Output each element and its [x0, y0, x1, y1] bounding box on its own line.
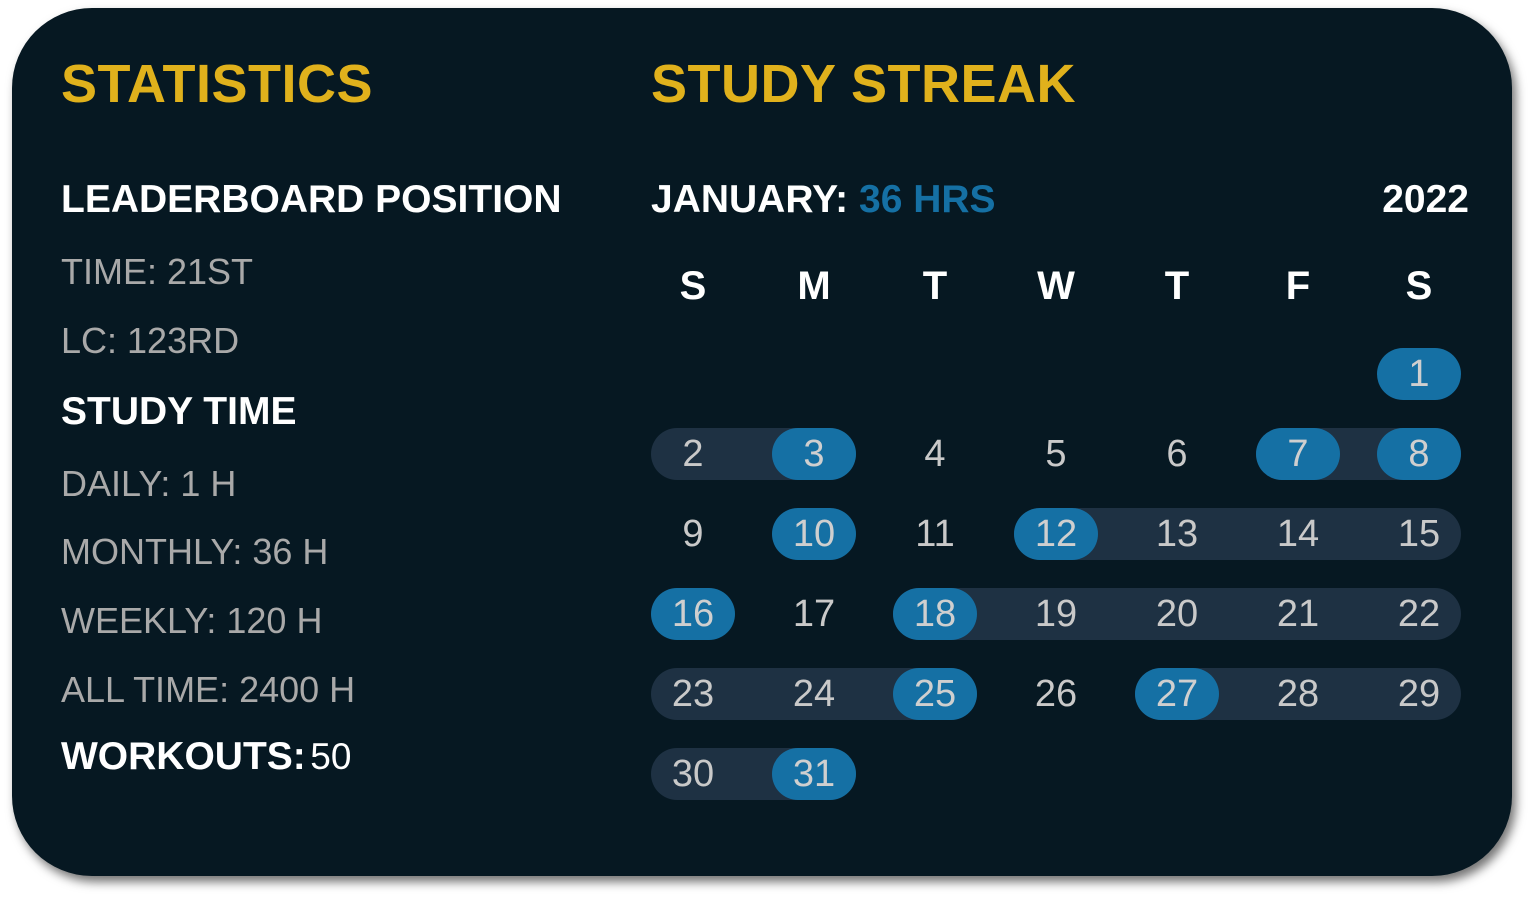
studied-day-highlight — [772, 508, 856, 560]
calendar-day[interactable]: 29 — [1397, 673, 1441, 715]
calendar-day[interactable]: 16 — [671, 593, 715, 635]
calendar-day[interactable]: 7 — [1287, 433, 1309, 475]
calendar-day[interactable]: 12 — [1034, 513, 1078, 555]
calendar-day[interactable]: 26 — [1034, 673, 1078, 715]
study-time-heading: STUDY TIME — [61, 390, 297, 433]
calendar-day[interactable]: 4 — [924, 433, 946, 475]
month-header: JANUARY: 36 HRS — [651, 170, 996, 230]
weekday-header: T — [922, 264, 948, 308]
leaderboard-time: TIME: 21ST — [61, 251, 254, 292]
studied-day-highlight — [1256, 428, 1340, 480]
calendar-day[interactable]: 8 — [1408, 433, 1430, 475]
leaderboard-lc: LC: 123RD — [61, 320, 240, 361]
studied-day-highlight — [1377, 428, 1461, 480]
month-label: JANUARY: — [651, 178, 849, 221]
weekday-header: S — [679, 264, 707, 308]
study-time-daily: DAILY: 1 H — [61, 463, 237, 504]
calendar-day[interactable]: 30 — [671, 753, 715, 795]
calendar-day[interactable]: 3 — [803, 433, 825, 475]
calendar-day[interactable]: 20 — [1155, 593, 1199, 635]
workouts-label: WORKOUTS: — [61, 735, 306, 778]
study-streak-title: STUDY STREAK — [651, 54, 1077, 114]
calendar-day[interactable]: 28 — [1276, 673, 1320, 715]
streak-band — [893, 588, 1461, 640]
calendar-day[interactable]: 5 — [1045, 433, 1067, 475]
weekday-header: F — [1285, 264, 1311, 308]
calendar-day[interactable]: 11 — [915, 513, 955, 555]
year-label: 2022 — [1382, 178, 1469, 221]
calendar-day[interactable]: 10 — [792, 513, 836, 555]
calendar-day[interactable]: 13 — [1155, 513, 1199, 555]
calendar-day[interactable]: 6 — [1166, 433, 1188, 475]
calendar-day[interactable]: 25 — [913, 673, 957, 715]
calendar-day[interactable]: 18 — [913, 593, 957, 635]
calendar-day[interactable]: 22 — [1397, 593, 1441, 635]
studied-day-highlight — [893, 588, 977, 640]
month-hours: 36 HRS — [859, 178, 996, 221]
studied-day-highlight — [1377, 348, 1461, 400]
calendar-day[interactable]: 27 — [1155, 673, 1199, 715]
studied-day-highlight — [893, 668, 977, 720]
calendar-day[interactable]: 19 — [1034, 593, 1078, 635]
workouts-value: 50 — [310, 736, 352, 777]
study-time-weekly: WEEKLY: 120 H — [61, 600, 323, 641]
studied-day-highlight — [1014, 508, 1098, 560]
weekday-header: T — [1164, 264, 1190, 308]
weekday-header: W — [1037, 264, 1075, 308]
workouts: WORKOUTS: 50 — [61, 727, 351, 787]
studied-day-highlight — [772, 428, 856, 480]
studied-day-highlight — [772, 748, 856, 800]
calendar-day[interactable]: 9 — [682, 513, 704, 555]
weekday-header: M — [797, 264, 831, 308]
calendar-day[interactable]: 31 — [792, 753, 836, 795]
study-time-all-time: ALL TIME: 2400 H — [61, 669, 356, 710]
calendar-day[interactable]: 23 — [671, 673, 715, 715]
calendar-day[interactable]: 15 — [1397, 513, 1441, 555]
studied-day-highlight — [1135, 668, 1219, 720]
weekday-header: S — [1405, 264, 1433, 308]
statistics-title: STATISTICS — [61, 54, 373, 114]
calendar-day[interactable]: 17 — [792, 593, 836, 635]
calendar-day[interactable]: 2 — [682, 433, 704, 475]
calendar-day[interactable]: 21 — [1276, 593, 1320, 635]
calendar-day[interactable]: 1 — [1408, 353, 1430, 395]
study-time-monthly: MONTHLY: 36 H — [61, 531, 329, 572]
leaderboard-heading: LEADERBOARD POSITION — [61, 178, 562, 221]
calendar-day[interactable]: 14 — [1276, 513, 1320, 555]
studied-day-highlight — [651, 588, 735, 640]
calendar-day[interactable]: 24 — [792, 673, 836, 715]
